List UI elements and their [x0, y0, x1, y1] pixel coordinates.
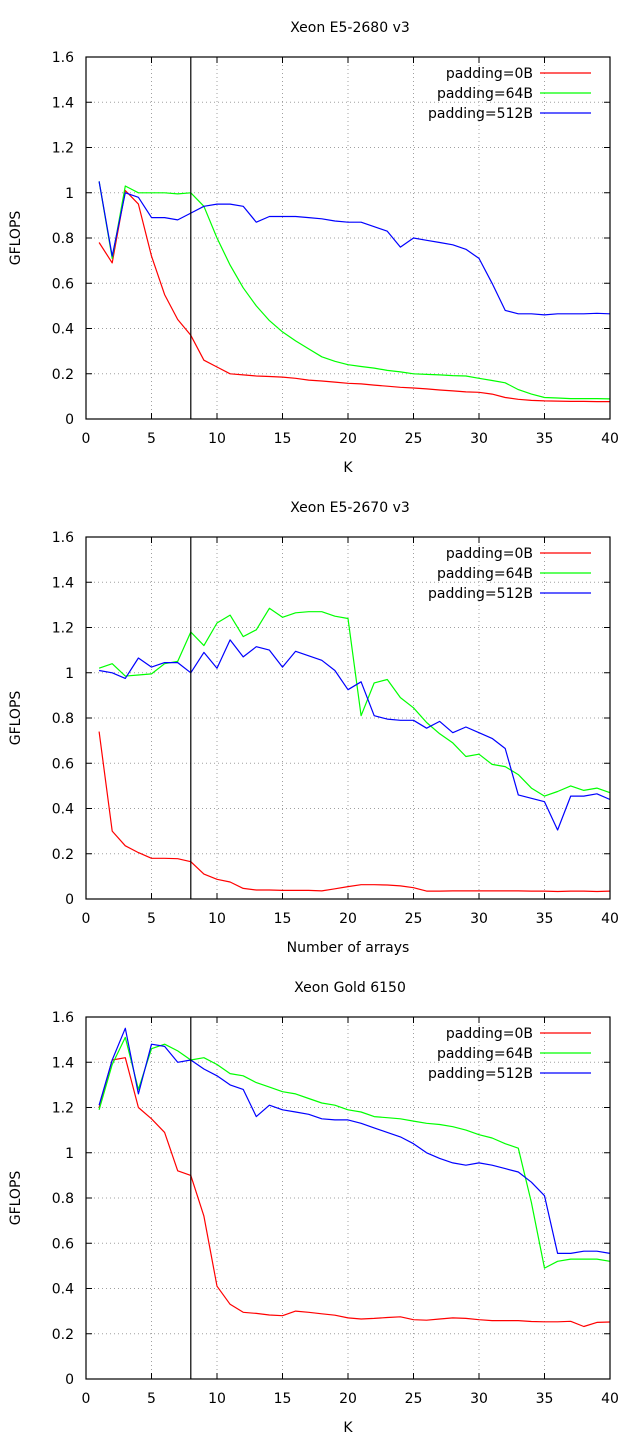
x-tick-label: 15: [274, 431, 292, 447]
y-tick-label: 0.8: [52, 1191, 74, 1207]
legend-label: padding=64B: [437, 1046, 533, 1062]
y-tick-label: 1.4: [52, 1055, 74, 1071]
chart-title: Xeon E5-2680 v3: [290, 20, 410, 36]
y-tick-label: 1.6: [52, 50, 74, 66]
y-tick-label: 0.4: [52, 1282, 74, 1298]
y-tick-label: 1.2: [52, 141, 74, 157]
x-tick-label: 20: [339, 431, 357, 447]
x-tick-label: 20: [339, 1391, 357, 1407]
series-line-padding-512b: [98, 639, 611, 831]
x-tick-label: 25: [405, 1391, 423, 1407]
y-tick-label: 1.6: [52, 530, 74, 546]
series-line-padding-64b: [98, 181, 611, 400]
legend-label: padding=0B: [446, 546, 533, 562]
y-axis-label: GFLOPS: [8, 1171, 24, 1226]
series-line-padding-0b: [98, 1057, 611, 1328]
x-axis-label: K: [343, 1420, 353, 1436]
x-tick-label: 30: [470, 1391, 488, 1407]
plot-frame: [85, 56, 611, 420]
x-tick-label: 20: [339, 911, 357, 927]
chart-panel-xeon-e5-2680: Xeon E5-2680 v3 0 5 10 15 20 25 30 35 40 0 0.2 0.4 0.…: [8, 20, 619, 476]
legend-label: padding=0B: [446, 66, 533, 82]
y-tick-label: 1: [65, 1146, 74, 1162]
legend-label: padding=512B: [428, 106, 533, 122]
x-axis-label: Number of arrays: [287, 940, 410, 956]
legend-label: padding=512B: [428, 1066, 533, 1082]
x-tick-label: 35: [536, 431, 554, 447]
y-tick-label: 0.2: [52, 1327, 74, 1343]
y-axis-label: GFLOPS: [8, 211, 24, 266]
x-tick-label: 30: [470, 911, 488, 927]
legend-label: padding=0B: [446, 1026, 533, 1042]
x-axis-label: K: [343, 460, 353, 476]
chart-panel-xeon-e5-2670: Xeon E5-2670 v3 0 5 10 15 20 25 30 35 40 0 0.2 0.4 0.…: [8, 500, 619, 956]
series-line-padding-0b: [98, 189, 610, 403]
y-tick-label: 0.4: [52, 322, 74, 338]
series-line-padding-0b: [98, 731, 611, 893]
plot-frame: [85, 1016, 611, 1380]
y-tick-label: 0.6: [52, 276, 74, 292]
y-tick-label: 0.4: [52, 802, 74, 818]
series-line-padding-512b: [98, 1027, 611, 1255]
x-tick-label: 5: [147, 431, 156, 447]
x-tick-label: 30: [470, 431, 488, 447]
y-axis-label: GFLOPS: [8, 691, 24, 746]
chart-title: Xeon Gold 6150: [294, 980, 406, 996]
y-tick-label: 0: [65, 412, 74, 428]
series-line-padding-64b: [98, 1036, 611, 1269]
y-tick-label: 0.2: [52, 367, 74, 383]
y-tick-label: 1.4: [52, 95, 74, 111]
legend-label: padding=64B: [437, 566, 533, 582]
y-tick-label: 0: [65, 1372, 74, 1388]
chart-title: Xeon E5-2670 v3: [290, 500, 410, 516]
chart-panel-xeon-gold-6150: Xeon Gold 6150 0 5 10 15 20 25 30 35 40 0 0.2 0.4 0.6…: [8, 980, 619, 1436]
x-tick-label: 35: [536, 1391, 554, 1407]
x-tick-label: 0: [82, 911, 91, 927]
x-tick-label: 40: [601, 1391, 619, 1407]
x-tick-label: 5: [147, 911, 156, 927]
y-tick-label: 0.8: [52, 711, 74, 727]
y-tick-label: 0.2: [52, 847, 74, 863]
x-tick-label: 10: [208, 431, 226, 447]
y-tick-label: 0.8: [52, 231, 74, 247]
x-tick-label: 40: [601, 911, 619, 927]
y-tick-label: 1.4: [52, 575, 74, 591]
y-tick-label: 1: [65, 666, 74, 682]
y-tick-label: 1.2: [52, 1101, 74, 1117]
y-tick-label: 1.6: [52, 1010, 74, 1026]
x-tick-label: 25: [405, 911, 423, 927]
x-tick-label: 0: [82, 1391, 91, 1407]
x-tick-label: 5: [147, 1391, 156, 1407]
y-tick-label: 1.2: [52, 621, 74, 637]
series-line-padding-512b: [98, 181, 611, 316]
x-tick-label: 10: [208, 1391, 226, 1407]
y-tick-label: 0: [65, 892, 74, 908]
x-tick-label: 35: [536, 911, 554, 927]
y-tick-label: 0.6: [52, 756, 74, 772]
legend-label: padding=512B: [428, 586, 533, 602]
y-tick-label: 0.6: [52, 1236, 74, 1252]
x-tick-label: 10: [208, 911, 226, 927]
legend-label: padding=64B: [437, 86, 533, 102]
x-tick-label: 15: [274, 1391, 292, 1407]
x-tick-label: 25: [405, 431, 423, 447]
plot-frame: [85, 536, 611, 900]
y-tick-label: 1: [65, 186, 74, 202]
x-tick-label: 15: [274, 911, 292, 927]
series-line-padding-64b: [98, 607, 611, 797]
x-tick-label: 40: [601, 431, 619, 447]
x-tick-label: 0: [82, 431, 91, 447]
